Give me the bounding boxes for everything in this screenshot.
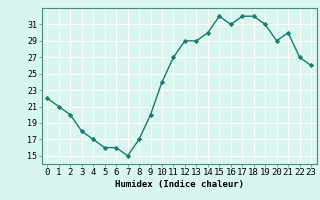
X-axis label: Humidex (Indice chaleur): Humidex (Indice chaleur) (115, 180, 244, 189)
